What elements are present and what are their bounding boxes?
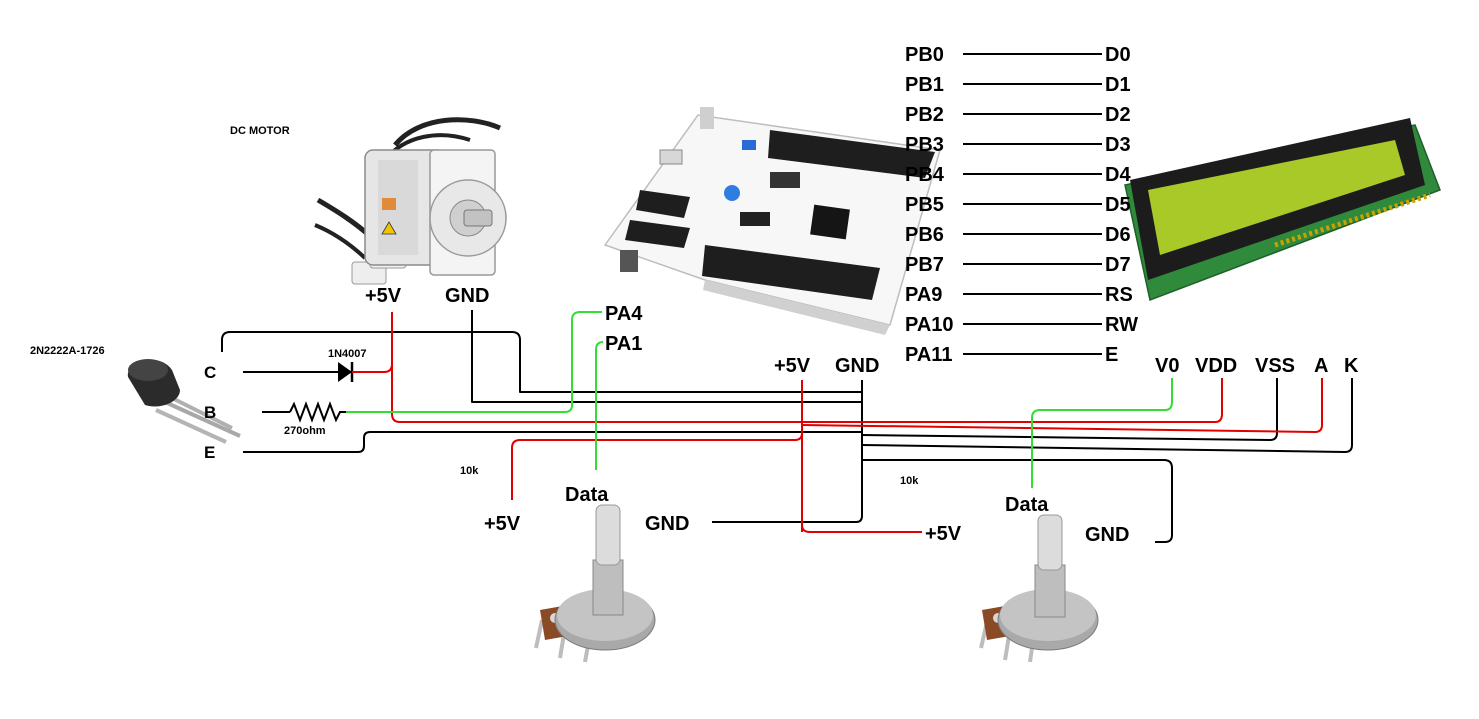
lcd-pin-label: D2 bbox=[1105, 104, 1131, 126]
board-plus-label: +5V bbox=[774, 355, 811, 377]
mcu-pin-label: PA9 bbox=[905, 284, 942, 306]
lcd-pin-label: D7 bbox=[1105, 254, 1131, 276]
pot2-gnd-label: GND bbox=[1085, 524, 1129, 546]
pin-mapping-lines bbox=[963, 53, 1102, 355]
pot1-value-label: 10k bbox=[460, 465, 479, 477]
mcu-pin-label: PB7 bbox=[905, 254, 944, 276]
lcd-pin-label: D6 bbox=[1105, 224, 1131, 246]
transistor-title: 2N2222A-1726 bbox=[30, 345, 105, 357]
mcu-pin-label: PA10 bbox=[905, 314, 954, 336]
black-wires bbox=[221, 310, 1353, 543]
pin-mapping-labels: PB0 D0 PB1 D1 PB2 D2 PB3 D3 PB4 D4 PB5 D5 PB6 D6 PB7 D7… bbox=[905, 44, 1138, 366]
board-pa4-label: PA4 bbox=[605, 303, 643, 325]
lcd-pin-label: D5 bbox=[1105, 194, 1131, 216]
lcd-pin-label: D1 bbox=[1105, 74, 1131, 96]
pot1-gnd-label: GND bbox=[645, 513, 689, 535]
potentiometer-1-picture bbox=[534, 504, 656, 663]
lcd-pin-label: D4 bbox=[1105, 164, 1131, 186]
transistor-picture bbox=[127, 359, 241, 444]
lcd-a-label: A bbox=[1314, 355, 1328, 377]
pot1-plus-label: +5V bbox=[484, 513, 521, 535]
lcd-vdd-label: VDD bbox=[1195, 355, 1237, 377]
motor-title: DC MOTOR bbox=[230, 125, 290, 137]
mcu-pin-label: PB4 bbox=[905, 164, 945, 186]
board-pa1-label: PA1 bbox=[605, 333, 642, 355]
mcu-pin-label: PB0 bbox=[905, 44, 944, 66]
mcu-pin-label: PA11 bbox=[905, 344, 952, 366]
lcd-v0-label: V0 bbox=[1155, 355, 1179, 377]
lcd-vss-label: VSS bbox=[1255, 355, 1295, 377]
pot1-data-label: Data bbox=[565, 484, 609, 506]
pot2-data-label: Data bbox=[1005, 494, 1049, 516]
dc-motor-picture bbox=[314, 117, 507, 285]
lcd-pin-label: RS bbox=[1105, 284, 1133, 306]
motor-plus-label: +5V bbox=[365, 285, 402, 307]
lcd-pin-label: D0 bbox=[1105, 44, 1131, 66]
lcd-module-picture bbox=[1124, 118, 1441, 302]
board-gnd-label: GND bbox=[835, 355, 879, 377]
red-wires bbox=[352, 312, 1323, 533]
diode-symbol bbox=[338, 362, 354, 382]
potentiometer-2-picture bbox=[979, 514, 1099, 663]
pot2-value-label: 10k bbox=[900, 475, 919, 487]
transistor-e-label: E bbox=[204, 443, 215, 462]
transistor-b-label: B bbox=[204, 403, 216, 422]
lcd-k-label: K bbox=[1344, 355, 1359, 377]
resistor-symbol bbox=[289, 401, 346, 423]
mcu-pin-label: PB3 bbox=[905, 134, 944, 156]
diode-label: 1N4007 bbox=[328, 348, 367, 360]
resistor-label: 270ohm bbox=[284, 425, 326, 437]
pot2-plus-label: +5V bbox=[925, 523, 962, 545]
nucleo-board-picture bbox=[603, 107, 941, 335]
motor-gnd-label: GND bbox=[445, 285, 489, 307]
mcu-pin-label: PB5 bbox=[905, 194, 944, 216]
lcd-pin-label: E bbox=[1105, 344, 1118, 366]
mcu-pin-label: PB1 bbox=[905, 74, 944, 96]
transistor-c-label: C bbox=[204, 363, 216, 382]
lcd-pin-label: RW bbox=[1105, 314, 1138, 336]
green-wires bbox=[346, 311, 1173, 488]
lcd-pin-label: D3 bbox=[1105, 134, 1131, 156]
mcu-pin-label: PB2 bbox=[905, 104, 944, 126]
mcu-pin-label: PB6 bbox=[905, 224, 944, 246]
